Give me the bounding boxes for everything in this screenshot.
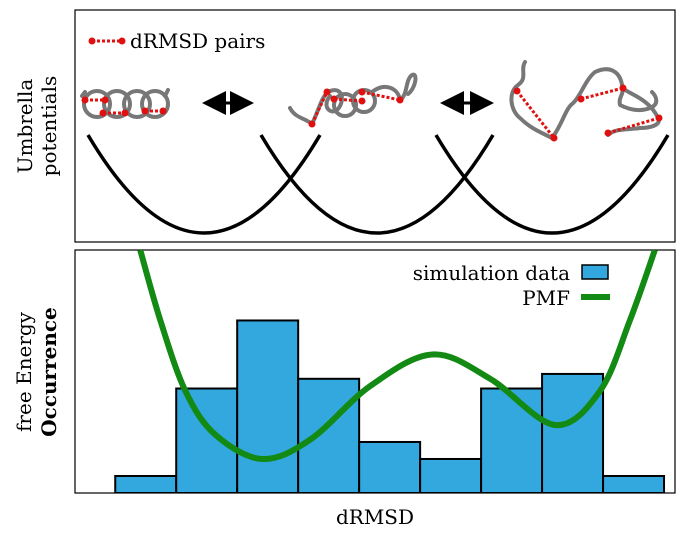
legend-text: dRMSD pairs	[130, 29, 265, 53]
bar	[481, 389, 542, 493]
parabolas	[88, 135, 668, 233]
bar	[176, 389, 237, 493]
legend-swatch	[582, 265, 608, 279]
protein-unfolded	[511, 62, 658, 138]
bar	[237, 320, 298, 493]
pairs-3	[514, 85, 663, 142]
legend-text: PMF	[522, 286, 570, 310]
bar	[359, 442, 420, 493]
plot-area	[115, 250, 664, 493]
y-label-energy: free Energy	[12, 311, 36, 432]
top-y-label: Umbrella	[13, 79, 37, 174]
bar	[542, 374, 603, 493]
legend-text: simulation data	[413, 261, 570, 285]
bar	[603, 476, 664, 493]
bar	[420, 459, 481, 493]
top-y-label: potentials	[37, 76, 61, 177]
y-label-occurrence: Occurrence	[37, 307, 61, 437]
figure: Umbrella potentials dRMSD pairs free En	[0, 0, 678, 533]
bar	[298, 379, 359, 493]
legend-dRMSD: dRMSD pairs	[89, 29, 266, 53]
x-label: dRMSD	[336, 505, 414, 529]
bar	[115, 476, 176, 493]
